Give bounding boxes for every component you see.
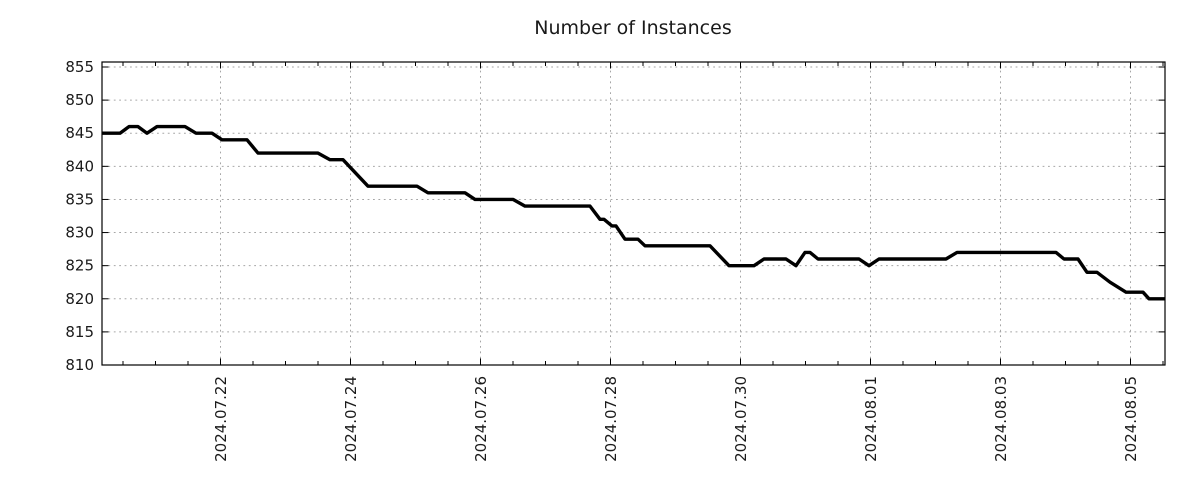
y-tick-label: 810: [65, 356, 94, 374]
chart-plot-group: 810 815 820 825 830 835 840 845 850 855 2024.07.22…: [65, 58, 1166, 462]
y-tick-label: 855: [65, 58, 94, 76]
y-tick-label: 825: [65, 257, 94, 275]
y-tick-label: 845: [65, 124, 94, 142]
x-tick-label: 2024.07.22: [212, 376, 230, 462]
x-tick-label: 2024.08.03: [992, 376, 1010, 462]
x-tick-label: 2024.07.24: [342, 376, 360, 462]
plot-border: [101, 61, 1166, 366]
y-tick-label: 830: [65, 224, 94, 242]
series-line-instances: [102, 124, 1165, 301]
x-tick-label: 2024.07.26: [472, 376, 490, 462]
x-tick-label: 2024.08.01: [862, 376, 880, 462]
y-tick-label: 815: [65, 323, 94, 341]
y-tick-label: 850: [65, 91, 94, 109]
x-tick-label: 2024.08.05: [1122, 376, 1140, 462]
y-tick-label: 835: [65, 190, 94, 208]
y-tick-label: 840: [65, 157, 94, 175]
x-tick-label: 2024.07.30: [732, 376, 750, 462]
y-tick-label: 820: [65, 290, 94, 308]
x-tick-label: 2024.07.28: [602, 376, 620, 462]
chart-title: Number of Instances: [534, 17, 731, 39]
